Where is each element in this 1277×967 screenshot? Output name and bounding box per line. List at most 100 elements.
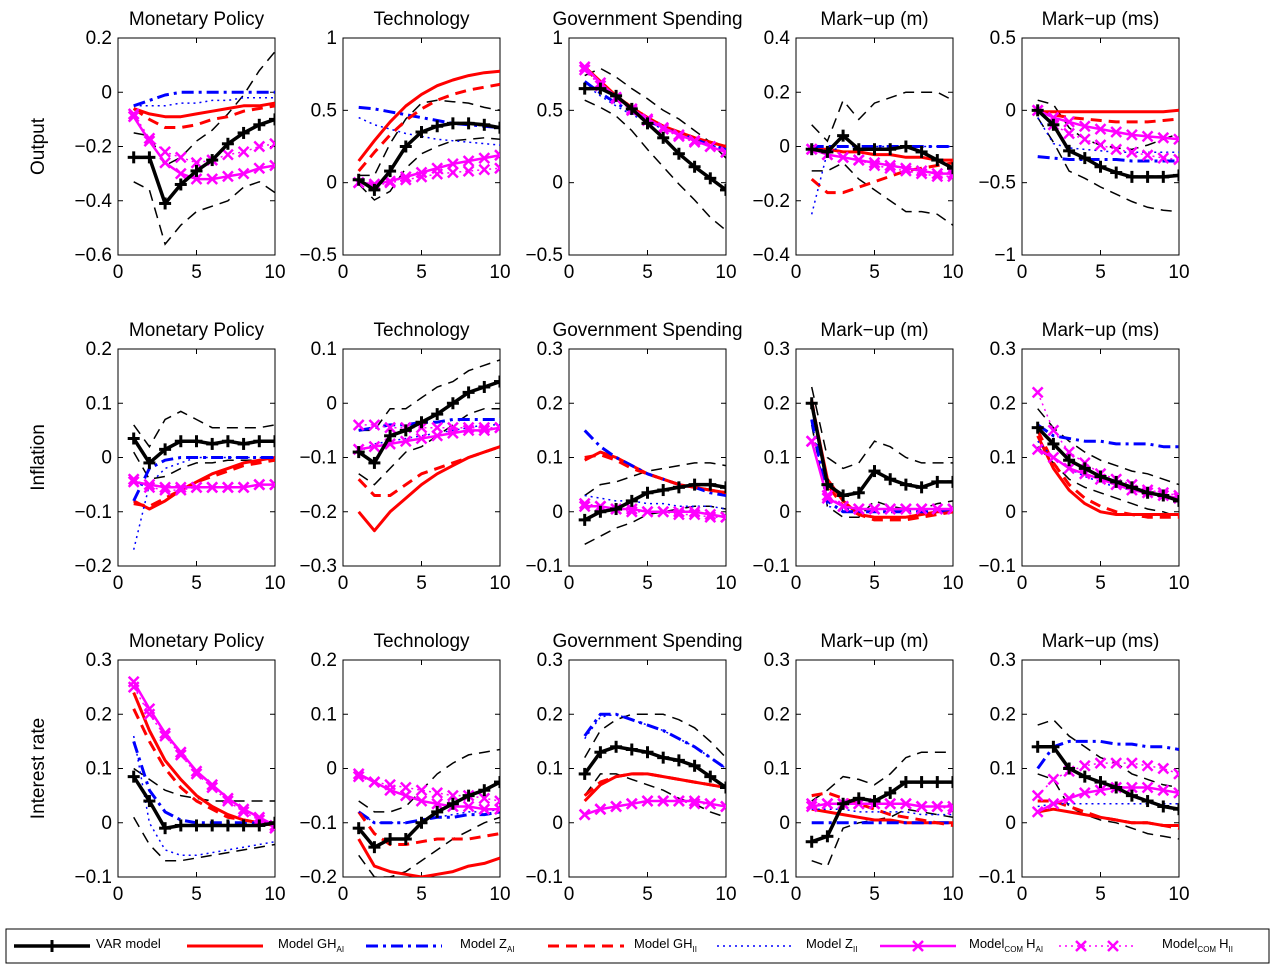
y-tick-label: −0.5 [299, 245, 337, 266]
point-marker-model-com-h-ai [352, 768, 365, 780]
plot-area [352, 69, 500, 201]
point-marker-model-com-h-ai [1094, 123, 1107, 136]
point-marker-var-model [720, 481, 726, 494]
point-marker-model-com-h-ii [462, 421, 475, 434]
point-marker-var-model [868, 795, 881, 808]
point-marker-model-com-h-ii [657, 795, 670, 807]
point-marker-var-model [1078, 770, 1091, 783]
series-line-var-model [811, 133, 953, 170]
point-marker-var-model [884, 786, 897, 799]
confidence-band-upper [133, 410, 275, 449]
point-marker-model-com-h-ai [1063, 116, 1075, 128]
point-marker-model-com-h-ii [368, 776, 381, 788]
point-marker-model-com-h-ai [399, 170, 412, 183]
point-marker-model-com-h-ii [688, 136, 701, 149]
x-tick-label: 5 [191, 884, 202, 905]
series-line-model-com-h-ii [811, 148, 953, 178]
point-marker-var-model [837, 129, 850, 142]
point-marker-model-com-h-ai [478, 424, 491, 437]
point-marker-var-model [1110, 781, 1123, 794]
point-marker-model-com-h-ai [1141, 130, 1154, 143]
x-tick-label: 10 [489, 573, 510, 594]
y-tick-label: 0.2 [311, 650, 337, 671]
point-marker-model-com-h-ai [1063, 462, 1075, 475]
series-line-var-model [357, 121, 500, 192]
point-marker-var-model [1047, 118, 1060, 131]
point-marker-model-com-h-ii [704, 140, 717, 153]
panel-r3-c5: Mark−up (ms)−0.100.10.20.30 5 10 [978, 631, 1189, 905]
point-marker-var-model [174, 178, 187, 191]
point-marker-var-model [206, 819, 219, 832]
point-marker-var-model [868, 143, 881, 156]
point-marker-model-com-h-ii [478, 421, 491, 434]
point-marker-model-com-h-ii [1031, 789, 1044, 802]
series-line-model-z-ii [358, 116, 500, 146]
point-marker-var-model [399, 140, 412, 153]
panel-title: Monetary Policy [129, 631, 265, 652]
plot-area [578, 429, 726, 545]
row-label: Interest rate [28, 718, 49, 819]
point-marker-model-com-h-ai [237, 803, 250, 816]
y-tick-label: 0.2 [86, 339, 112, 360]
point-marker-var-model [1078, 152, 1091, 165]
confidence-band-upper [133, 51, 275, 167]
point-marker-var-model [852, 486, 865, 499]
point-marker-model-com-h-ii [1047, 424, 1060, 437]
plot-area [805, 751, 953, 868]
point-marker-var-model [947, 475, 953, 488]
x-tick-label: 10 [264, 884, 285, 905]
series-line-model-gh-ai [1037, 108, 1179, 114]
point-marker-model-com-h-ai [1063, 792, 1075, 805]
point-marker-model-com-h-ii [688, 508, 701, 521]
series-line-var-model [1036, 426, 1179, 503]
panel-title: Technology [373, 320, 470, 341]
series-line-model-z-ai [132, 456, 275, 502]
legend-item-var-model: VAR model [14, 936, 161, 952]
y-tick-label: 0.3 [537, 650, 563, 671]
panel-title: Monetary Policy [129, 9, 265, 30]
panel-title: Government Spending [552, 320, 742, 341]
point-marker-var-model [431, 408, 444, 421]
point-marker-model-com-h-ii [1126, 146, 1138, 159]
x-tick-label: 10 [1168, 573, 1189, 594]
y-tick-label: 0.5 [990, 28, 1016, 49]
point-marker-model-com-h-ai [1078, 787, 1091, 799]
point-marker-var-model [899, 776, 912, 789]
series-line-model-com-h-ai [358, 426, 500, 451]
series-line-model-z-ai [133, 90, 275, 108]
point-marker-model-com-h-ai [704, 508, 717, 521]
point-marker-var-model [1063, 762, 1076, 775]
y-tick-label: −0.5 [525, 245, 563, 266]
plot-area [1031, 386, 1179, 519]
point-marker-var-model [221, 435, 234, 448]
point-marker-model-com-h-ai [127, 476, 140, 488]
point-marker-var-model [1031, 740, 1044, 753]
point-marker-model-com-h-ii [720, 146, 726, 159]
point-marker-model-com-h-ai [1157, 784, 1170, 797]
legend-item-model-gh-ii: Model GHII [548, 936, 697, 954]
point-marker-var-model [384, 165, 397, 178]
panel-r3-c2: Technology −0.2 −0.1 0 0.1 0.2 0 5 10 [299, 631, 510, 905]
point-marker-model-com-h-ii [431, 787, 444, 799]
point-marker-model-com-h-ai [947, 167, 953, 180]
point-marker-model-com-h-ii [253, 478, 266, 491]
point-marker-var-model [237, 126, 250, 139]
panel-title: Government Spending [552, 631, 742, 652]
point-marker-model-com-h-ii [1094, 757, 1107, 769]
point-marker-model-com-h-ai [1126, 129, 1138, 141]
point-marker-model-com-h-ii [1078, 759, 1091, 772]
plot-area [127, 51, 275, 246]
point-marker-model-com-h-ii [127, 681, 140, 694]
x-tick-label: 5 [642, 262, 653, 283]
panel-title: Technology [373, 631, 470, 652]
point-marker-var-model [1063, 144, 1076, 157]
point-marker-var-model [578, 82, 591, 95]
point-marker-var-model [1125, 170, 1138, 183]
point-marker-var-model [462, 386, 475, 399]
series-line-var-model [357, 379, 500, 465]
x-tick-label: 10 [1168, 884, 1189, 905]
point-marker-model-com-h-ii [494, 162, 500, 175]
y-tick-label: −0.3 [299, 556, 337, 577]
series-line-model-gh-ii [357, 811, 500, 846]
